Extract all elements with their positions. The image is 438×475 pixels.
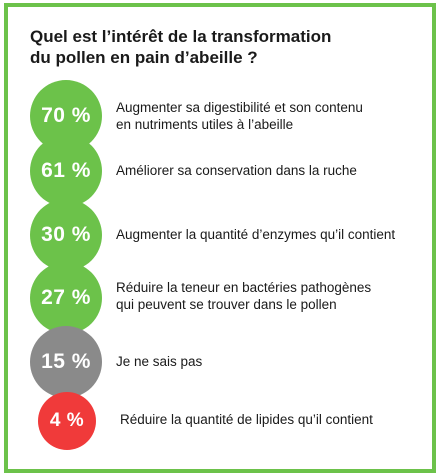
answer-row: 61 % Améliorer sa conservation dans la r… bbox=[0, 135, 430, 207]
percent-bubble: 4 % bbox=[38, 392, 96, 450]
percent-bubble: 27 % bbox=[30, 262, 102, 334]
answer-label: Réduire la quantité de lipides qu’il con… bbox=[120, 412, 373, 427]
answer-row: 4 % Réduire la quantité de lipides qu’il… bbox=[0, 392, 430, 450]
percent-bubble: 61 % bbox=[30, 135, 102, 207]
answer-label: Améliorer sa conservation dans la ruche bbox=[116, 163, 357, 178]
answer-row: 15 % Je ne sais pas bbox=[0, 326, 430, 398]
answer-row: 30 % Augmenter la quantité d’enzymes qu’… bbox=[0, 199, 430, 271]
answer-label: Augmenter la quantité d’enzymes qu’il co… bbox=[116, 227, 396, 242]
answer-label: Je ne sais pas bbox=[116, 354, 203, 369]
answer-row: 70 % Augmenter sa digestibilité et son c… bbox=[0, 80, 430, 152]
survey-question: Quel est l’intérêt de la transformation … bbox=[30, 27, 332, 67]
percent-bubble: 30 % bbox=[30, 199, 102, 271]
answer-label: Réduire la teneur en bactéries pathogène… bbox=[116, 280, 372, 312]
percent-bubble: 15 % bbox=[30, 326, 102, 398]
answer-label: Augmenter sa digestibilité et son conten… bbox=[116, 100, 363, 132]
answer-row: 27 % Réduire la teneur en bactéries path… bbox=[0, 262, 430, 334]
